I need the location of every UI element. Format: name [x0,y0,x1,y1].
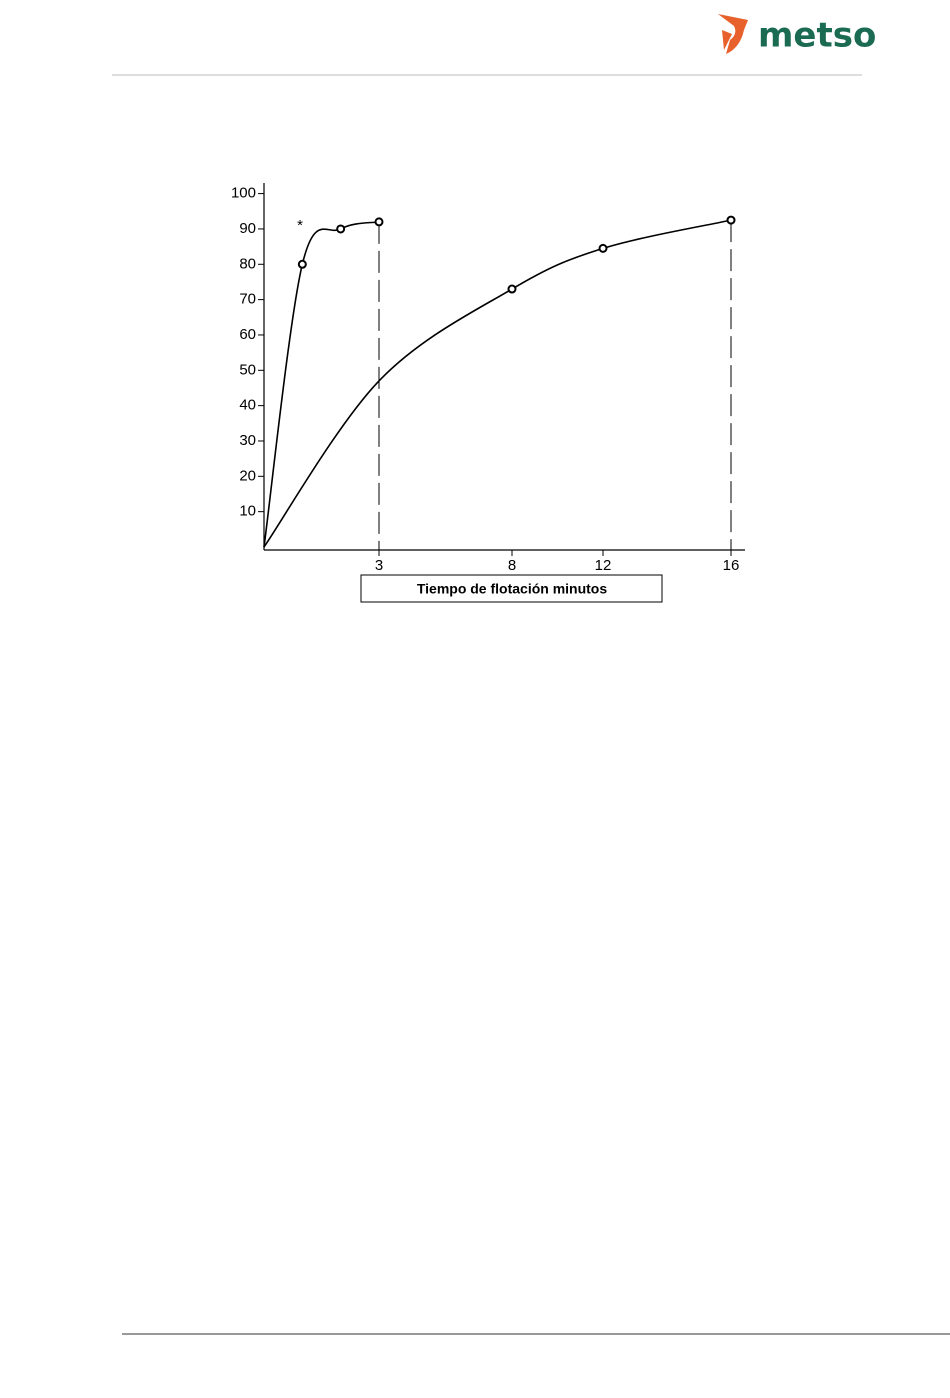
logo-icon [718,14,748,54]
line [263,221,380,548]
y-tick-label: 70 [239,291,256,308]
point [598,243,608,253]
y-tick-label: 30 [239,432,256,449]
point [507,284,517,294]
point [336,224,346,234]
point [726,215,736,225]
point [374,217,384,227]
x-tick-label: 3 [375,557,383,574]
y-tick-label: 40 [239,397,256,414]
y-tick-label: 50 [239,361,256,378]
logo-text: metso [758,16,876,56]
x-label-box [360,574,663,603]
logo-icon [722,30,732,50]
y-tick-label: 100 [231,185,256,202]
y-tick-label: 20 [239,467,256,484]
line [263,219,732,548]
y-tick-label: 60 [239,326,256,343]
x-tick-label: 12 [595,557,612,574]
x-axis-label: Tiempo de flotación minutos [417,581,608,597]
logo: metso [718,14,876,56]
x-tick-label: 16 [723,557,740,574]
annotation: * [297,217,303,234]
y-tick-label: 80 [239,255,256,272]
y-tick-label: 10 [239,503,256,520]
point [297,259,307,269]
x-tick-label: 8 [508,557,516,574]
y-tick-label: 90 [239,220,256,237]
